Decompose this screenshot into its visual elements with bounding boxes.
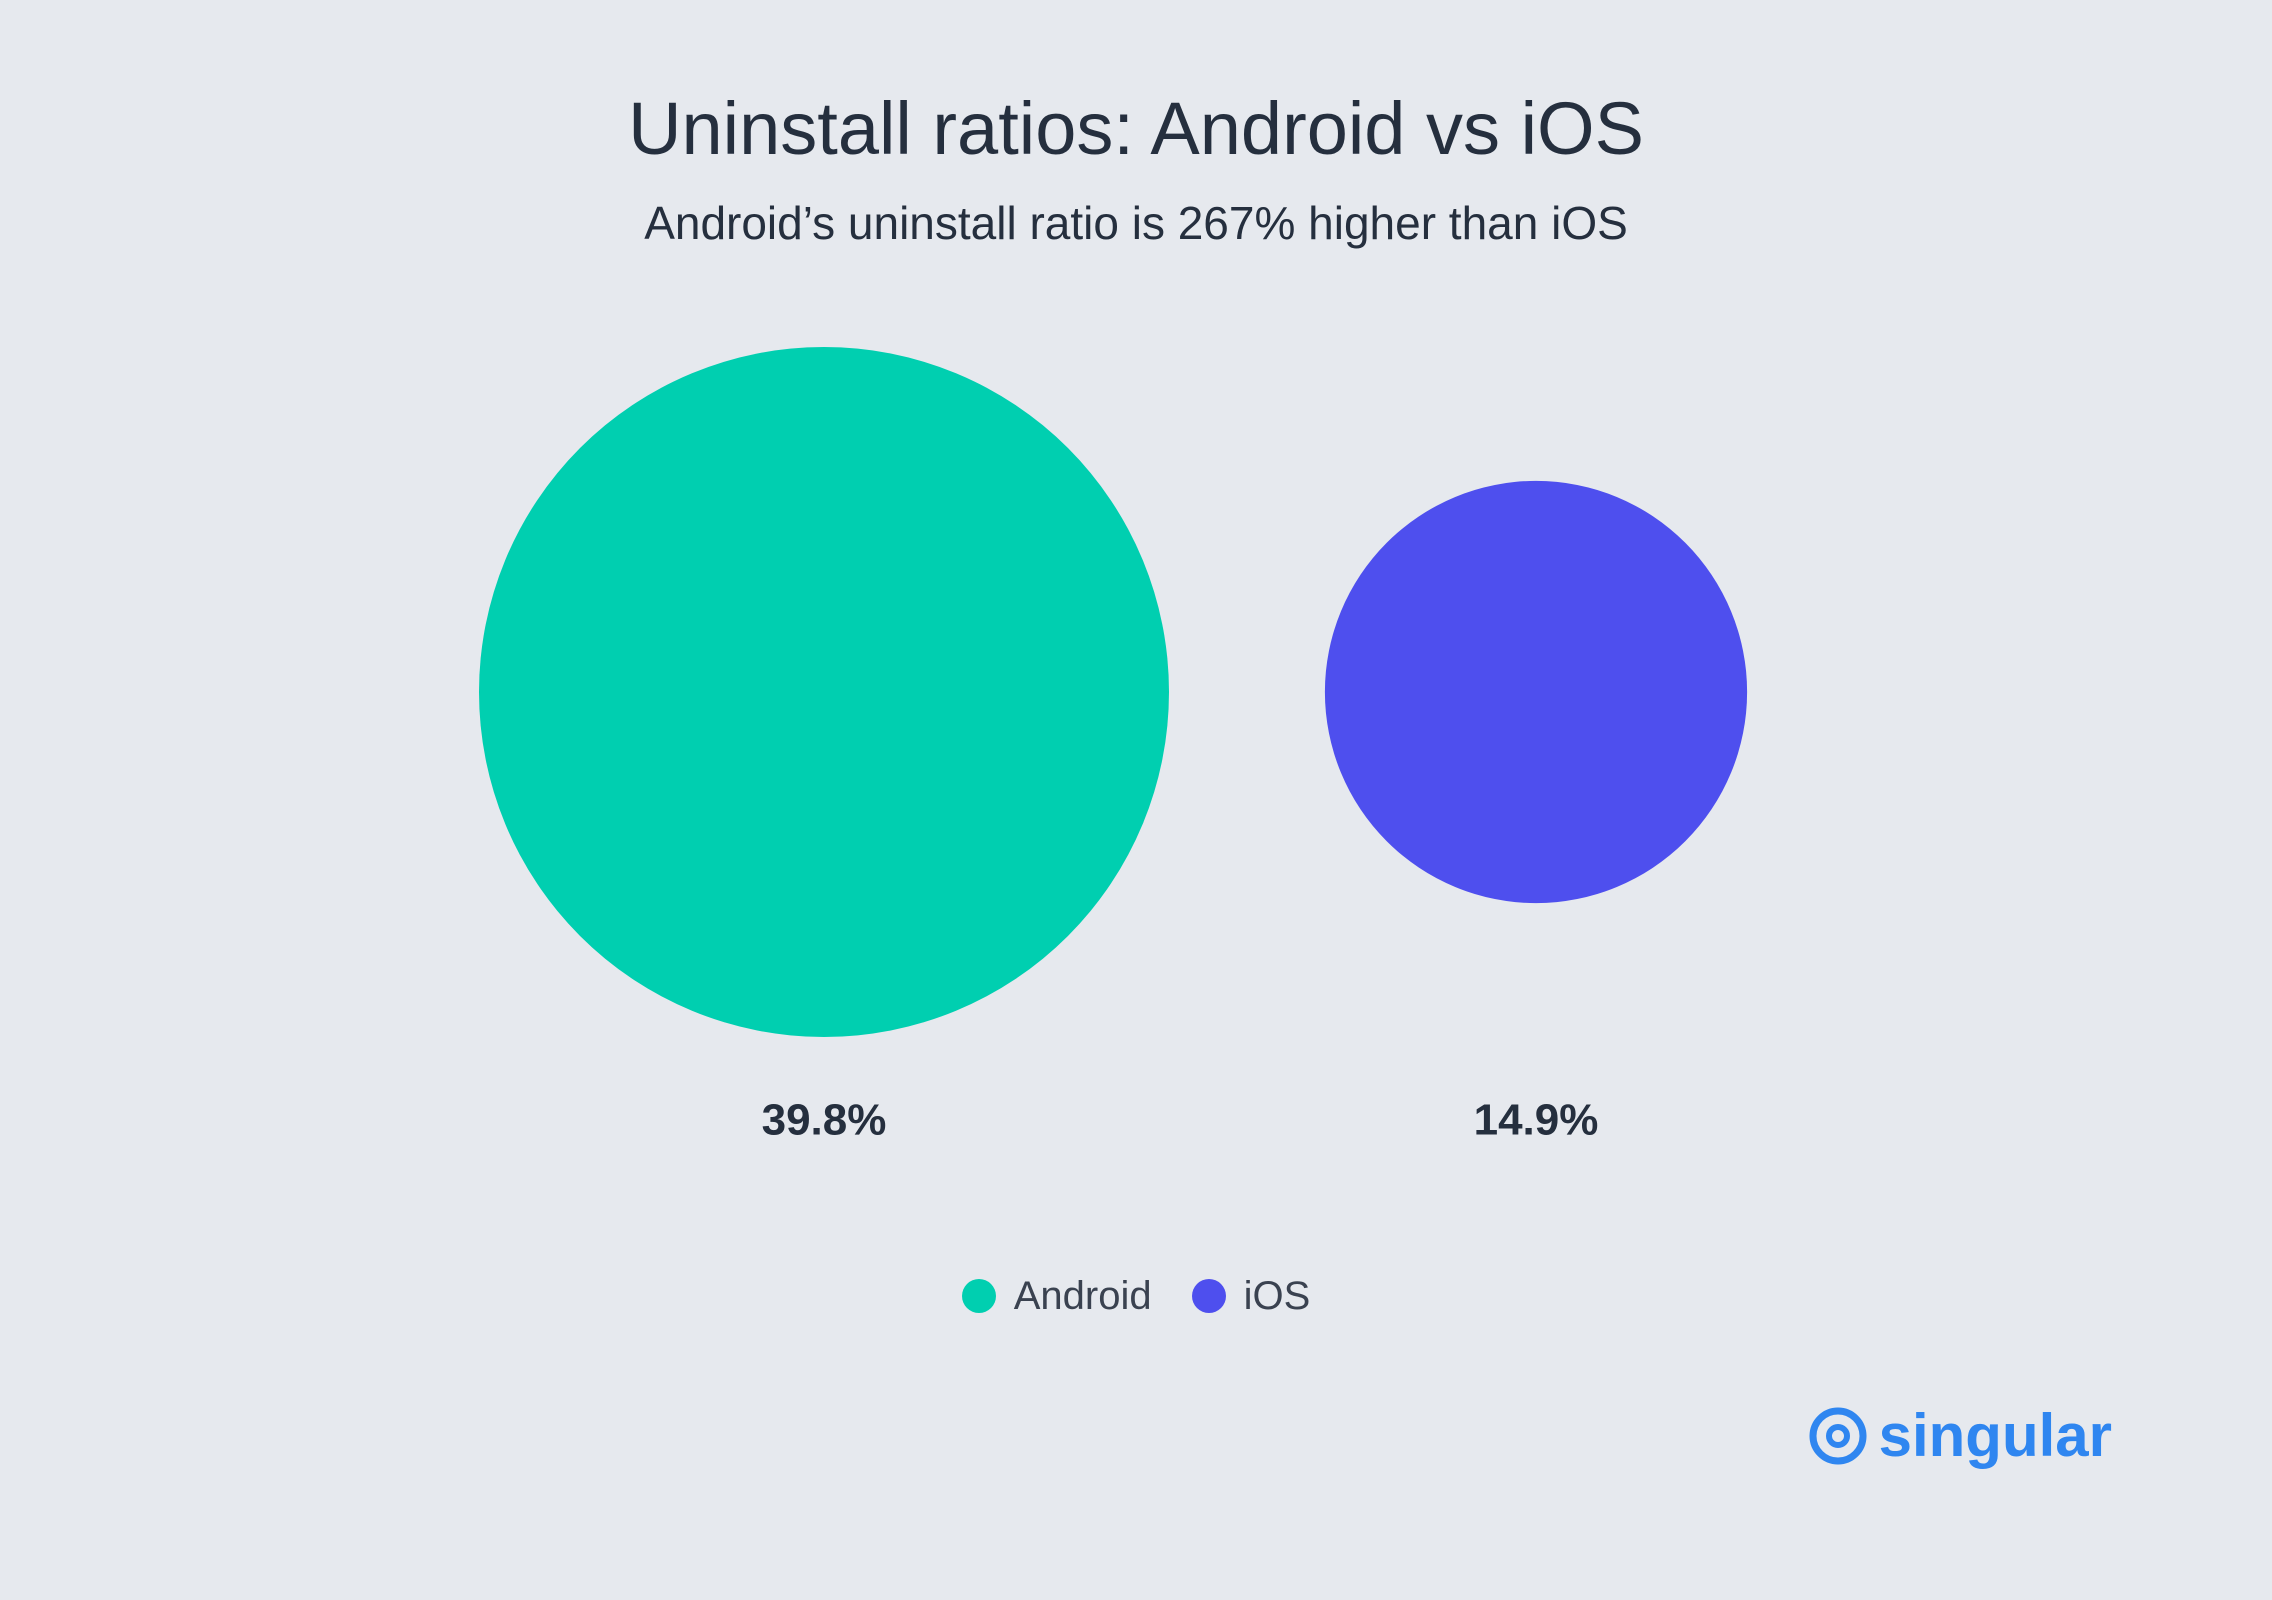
legend-swatch-ios (1191, 1279, 1226, 1313)
bubble-android (479, 347, 1169, 1037)
legend-label-android: Android (1013, 1274, 1152, 1318)
legend-label-ios: iOS (1243, 1274, 1311, 1318)
legend-item-android: Android (961, 1274, 1152, 1318)
chart-legend: Android iOS (0, 1276, 2272, 1316)
brand-logo-text: singular (1878, 1402, 2112, 1469)
value-label-android: 39.8% (762, 1096, 887, 1145)
chart-title: Uninstall ratios: Android vs iOS (628, 87, 1644, 170)
bubbles-group (479, 347, 1748, 1037)
chart-subtitle: Android’s uninstall ratio is 267% higher… (644, 197, 1628, 249)
bubble-ios (1324, 480, 1748, 904)
value-labels-group: 39.8% 14.9% (762, 1096, 1599, 1145)
legend-swatch-android (961, 1279, 996, 1313)
brand-logo: singular (1807, 1405, 2112, 1467)
singular-logo-icon (1809, 1407, 1867, 1465)
legend-item-ios: iOS (1191, 1274, 1311, 1318)
value-label-ios: 14.9% (1474, 1096, 1599, 1145)
